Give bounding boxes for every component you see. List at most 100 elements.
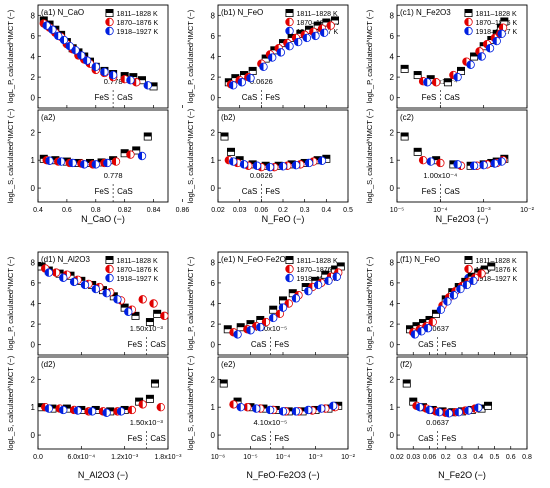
legend-marker-fill <box>105 274 110 282</box>
data-point-fill <box>497 30 502 38</box>
data-point-fill <box>464 406 469 415</box>
series-1 <box>418 23 508 87</box>
data-point-fill <box>477 269 482 278</box>
data-point-fill <box>449 71 454 79</box>
x-tick-label: 0.3 <box>300 207 310 214</box>
x-tick-label: 10⁻³ <box>309 454 323 461</box>
divider-value-label: 0.0626 <box>250 171 273 180</box>
data-point-fill <box>266 163 270 171</box>
data-point-fill <box>52 268 57 277</box>
region-label-left: FeS <box>422 93 437 102</box>
y-axis-label: logL_S, calculated^IMCT (−) <box>6 355 15 450</box>
series-2 <box>236 401 338 416</box>
data-point-fill <box>102 408 107 417</box>
region-label-left: CaS <box>242 93 258 102</box>
data-point-fill <box>311 277 320 281</box>
data-point-fill <box>65 42 70 50</box>
data-point-fill <box>224 325 232 330</box>
y-tick-label: 0 <box>211 341 216 350</box>
data-point-fill <box>304 287 309 295</box>
data-point-fill <box>436 159 441 167</box>
legend-label: 1870–1876 K <box>476 267 518 274</box>
data-point-fill <box>153 310 161 314</box>
x-tick-label: 0.5 <box>490 454 500 461</box>
x-tick-label: 0.4 <box>33 207 43 214</box>
data-point-fill <box>268 53 273 62</box>
y-axis-label: logL_S, calculated^IMCT (−) <box>186 355 195 450</box>
x-axis-label: N_FeO (−) <box>262 214 305 224</box>
legend-label: 1811–1828 K <box>297 258 338 265</box>
data-point-fill <box>138 295 143 304</box>
data-point-fill <box>334 402 342 406</box>
region-label-right: FeS <box>274 340 289 349</box>
y-axis-label: logL_P, calculated^IMCT (−) <box>186 9 195 103</box>
x-tick-label: 0.5 <box>343 207 353 214</box>
data-point-fill <box>81 281 85 289</box>
data-point-fill <box>83 56 88 65</box>
y-tick-label: 0 <box>211 184 216 193</box>
y-tick-label: 2 <box>211 128 216 137</box>
panel-tag: (f2) <box>400 360 412 369</box>
data-point-fill <box>45 268 49 277</box>
y-tick-label: 6 <box>211 279 216 288</box>
data-point-fill <box>432 310 440 314</box>
data-point-fill <box>233 398 242 402</box>
data-point-fill <box>279 407 283 416</box>
data-point-fill <box>121 149 129 154</box>
data-point-fill <box>275 162 283 166</box>
data-point-fill <box>256 323 261 331</box>
data-point-fill <box>415 403 420 411</box>
legend-marker-fill <box>464 256 473 260</box>
data-point-fill <box>121 304 129 308</box>
data-point-fill <box>109 156 117 161</box>
x-axis-label: N_Fe2O (−) <box>438 470 486 480</box>
x-tick-label: 1.2x10⁻³ <box>111 454 139 461</box>
data-point-fill <box>45 156 50 165</box>
x-tick-label: 0.02 <box>390 454 404 461</box>
x-tick-label: 0.4 <box>321 207 331 214</box>
series-2 <box>45 151 147 169</box>
divider-value-label: 0.778 <box>104 171 123 180</box>
x-tick-label: 0.03 <box>406 454 420 461</box>
y-tick-label: 8 <box>390 11 395 20</box>
data-point-fill <box>419 156 424 164</box>
data-point-fill <box>236 156 244 161</box>
data-point-fill <box>304 406 309 414</box>
y-axis-label: logL_S, calculated^IMCT (−) <box>365 108 374 203</box>
data-point-fill <box>120 75 125 83</box>
y-tick-label: 1 <box>31 156 36 165</box>
region-label-left: FeS <box>94 93 109 102</box>
region-label-right: CaS <box>150 340 166 349</box>
legend-marker-fill <box>105 27 110 35</box>
series-2 <box>44 268 133 316</box>
data-point-fill <box>475 47 480 56</box>
data-point-fill <box>63 157 71 162</box>
data-point-fill <box>262 318 267 326</box>
data-point-fill <box>113 295 118 304</box>
data-point-fill <box>70 278 75 286</box>
data-point-fill <box>252 404 257 413</box>
data-point-fill <box>474 269 482 273</box>
data-point-fill <box>303 34 307 42</box>
legend-marker-fill <box>105 18 110 26</box>
data-point-fill <box>80 160 85 169</box>
data-point-fill <box>321 271 329 275</box>
y-tick-label: 2 <box>31 128 36 137</box>
data-point-fill <box>401 65 409 69</box>
y-tick-label: 0 <box>390 94 395 103</box>
data-point-fill <box>149 299 154 308</box>
y-axis-label: logL_S, calculated^IMCT (−) <box>6 108 15 203</box>
data-point-fill <box>86 159 94 163</box>
data-point-fill <box>269 306 277 310</box>
data-point-fill <box>229 328 234 337</box>
data-point-fill <box>126 150 131 159</box>
legend-marker-fill <box>285 9 294 13</box>
y-tick-label: 2 <box>390 375 395 384</box>
data-point-fill <box>231 74 239 79</box>
data-point-fill <box>220 132 229 137</box>
divider-value-label: 0.0626 <box>250 77 273 86</box>
panel-tag: (d1) N_Al2O3 <box>41 255 90 264</box>
data-point-fill <box>138 400 143 409</box>
data-point-fill <box>497 157 502 166</box>
data-point-fill <box>483 40 488 48</box>
